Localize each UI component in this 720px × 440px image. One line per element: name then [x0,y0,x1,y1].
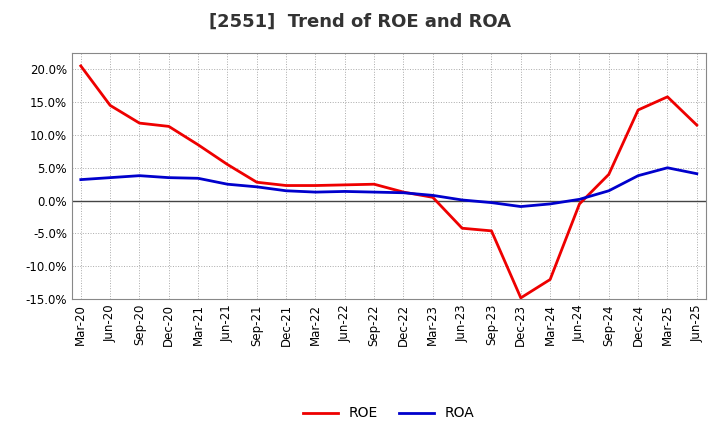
ROE [370,182,379,187]
ROE [76,63,85,69]
ROE [311,183,320,188]
ROA [135,173,144,178]
Line: ROE: ROE [81,66,697,298]
ROE [458,226,467,231]
ROE [399,190,408,195]
Legend: ROE, ROA: ROE, ROA [303,407,474,420]
ROA [487,200,496,205]
ROA [605,188,613,194]
ROA [399,190,408,195]
ROE [663,94,672,99]
ROA [546,201,554,206]
ROA [341,189,349,194]
Line: ROA: ROA [81,168,697,206]
ROE [135,121,144,126]
ROE [194,142,202,147]
ROA [516,204,525,209]
ROA [194,176,202,181]
ROE [546,277,554,282]
ROA [663,165,672,170]
ROE [693,122,701,128]
ROA [575,197,584,202]
ROA [282,188,290,194]
ROE [487,228,496,234]
ROE [634,107,642,113]
ROA [106,175,114,180]
ROA [311,190,320,195]
ROE [164,124,173,129]
ROA [164,175,173,180]
ROA [223,182,232,187]
ROA [458,198,467,203]
ROE [605,172,613,177]
ROE [282,183,290,188]
ROA [693,171,701,176]
ROA [634,173,642,178]
ROA [253,184,261,190]
ROE [223,162,232,167]
ROA [370,190,379,195]
ROE [106,103,114,108]
ROA [76,177,85,182]
ROE [253,180,261,185]
ROE [341,182,349,187]
ROE [575,201,584,206]
Text: [2551]  Trend of ROE and ROA: [2551] Trend of ROE and ROA [209,13,511,31]
ROA [428,193,437,198]
ROE [428,195,437,200]
ROE [516,295,525,301]
